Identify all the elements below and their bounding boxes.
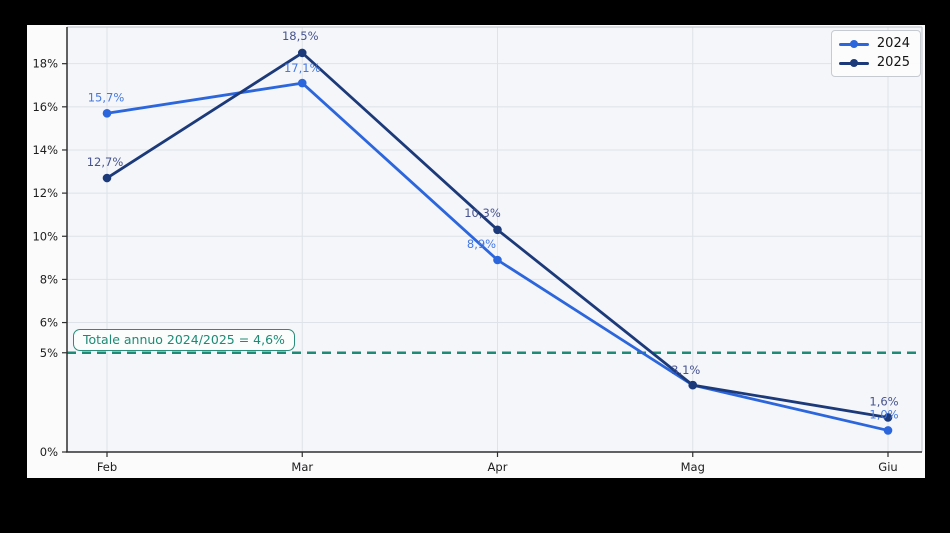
legend-swatch-2025 [838, 56, 869, 70]
data-point-2025 [297, 48, 307, 58]
legend-dot-icon [849, 40, 858, 48]
point-label-2025: 12,7% [87, 155, 124, 169]
x-tick-label: Mar [291, 460, 313, 474]
data-point-2024 [493, 255, 502, 265]
chart-figure: 0% 5% 6% 8% 10% 12% 14% 16% 18% Feb Mar Apr Mag Giu 15… [27, 25, 925, 478]
point-label-2025: 18,5% [282, 29, 319, 43]
data-point-2025 [102, 173, 112, 183]
y-tick-label: 6% [40, 316, 58, 330]
y-tick-label: 0% [40, 445, 58, 459]
point-label-2025: 10,3% [464, 206, 501, 220]
legend-label-2025: 2025 [876, 55, 910, 70]
legend-dot-icon [849, 59, 858, 67]
legend-swatch-2024 [838, 37, 869, 51]
reference-annotation: Totale annuo 2024/2025 = 4,6% [73, 329, 295, 351]
data-point-2025 [883, 413, 893, 422]
x-tick-label: Feb [97, 460, 117, 474]
data-point-2025 [493, 225, 502, 235]
legend-item-2024: 2024 [838, 36, 910, 52]
x-tick-label: Apr [488, 460, 508, 474]
line-chart-plot: 0% 5% 6% 8% 10% 12% 14% 16% 18% Feb Mar Apr Mag Giu 15… [32, 26, 923, 474]
point-label-2024: 17,1% [284, 61, 321, 75]
point-label-2025: 3,1% [671, 363, 700, 377]
data-point-2024 [883, 426, 893, 435]
y-tick-label: 16% [32, 100, 58, 114]
data-point-2025 [688, 380, 698, 390]
point-label-2025: 1,6% [869, 394, 898, 408]
x-tick-label: Mag [681, 460, 705, 474]
data-point-2024 [102, 108, 112, 118]
y-tick-label: 10% [32, 229, 58, 243]
y-tick-label: 12% [32, 186, 58, 200]
point-label-2024: 15,7% [88, 90, 125, 104]
data-point-2024 [297, 78, 307, 88]
legend-label-2024: 2024 [876, 36, 910, 51]
y-tick-label: 14% [32, 143, 58, 157]
point-label-2024: 8,9% [467, 237, 496, 251]
y-tick-label: 8% [40, 272, 58, 286]
chart-legend: 2024 2025 [830, 30, 921, 77]
x-tick-label: Giu [878, 460, 897, 474]
y-tick-label: 18% [32, 57, 58, 71]
y-tick-label: 5% [40, 346, 58, 360]
point-label-2024: 1,0% [869, 407, 898, 421]
legend-item-2025: 2025 [838, 55, 910, 71]
